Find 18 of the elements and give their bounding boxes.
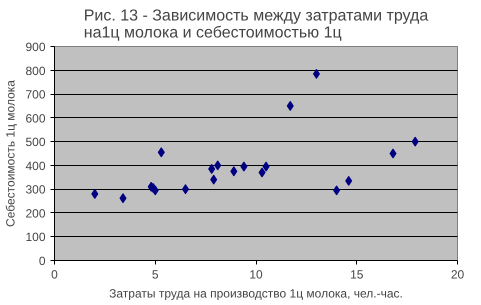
x-axis-title: Затраты труда на производство 1ц молока, чел.-час. xyxy=(109,286,403,300)
x-tick-label: 10 xyxy=(249,268,263,282)
y-tick-label: 100 xyxy=(25,230,46,244)
y-tick-label: 500 xyxy=(25,135,46,150)
y-tick-label: 600 xyxy=(25,111,46,126)
y-tick-label: 800 xyxy=(25,64,46,78)
y-tick-label: 900 xyxy=(25,40,46,54)
y-tick-label: 0 xyxy=(38,254,46,268)
x-tick-label: 20 xyxy=(450,268,464,282)
y-axis-title: Себестоимость 1ц молока xyxy=(3,80,18,227)
y-tick-label: 400 xyxy=(25,158,46,173)
y-tick-label: 300 xyxy=(25,182,46,197)
x-tick-label: 15 xyxy=(350,268,364,282)
y-tick-label: 700 xyxy=(25,88,46,102)
y-tick-label: 200 xyxy=(25,206,46,220)
x-tick-label: 0 xyxy=(51,268,58,282)
chart-title: Рис. 13 - Зависимость между затратами труда на1ц молока и себестоимостью 1ц xyxy=(84,8,428,42)
x-tick-label: 5 xyxy=(152,268,159,282)
